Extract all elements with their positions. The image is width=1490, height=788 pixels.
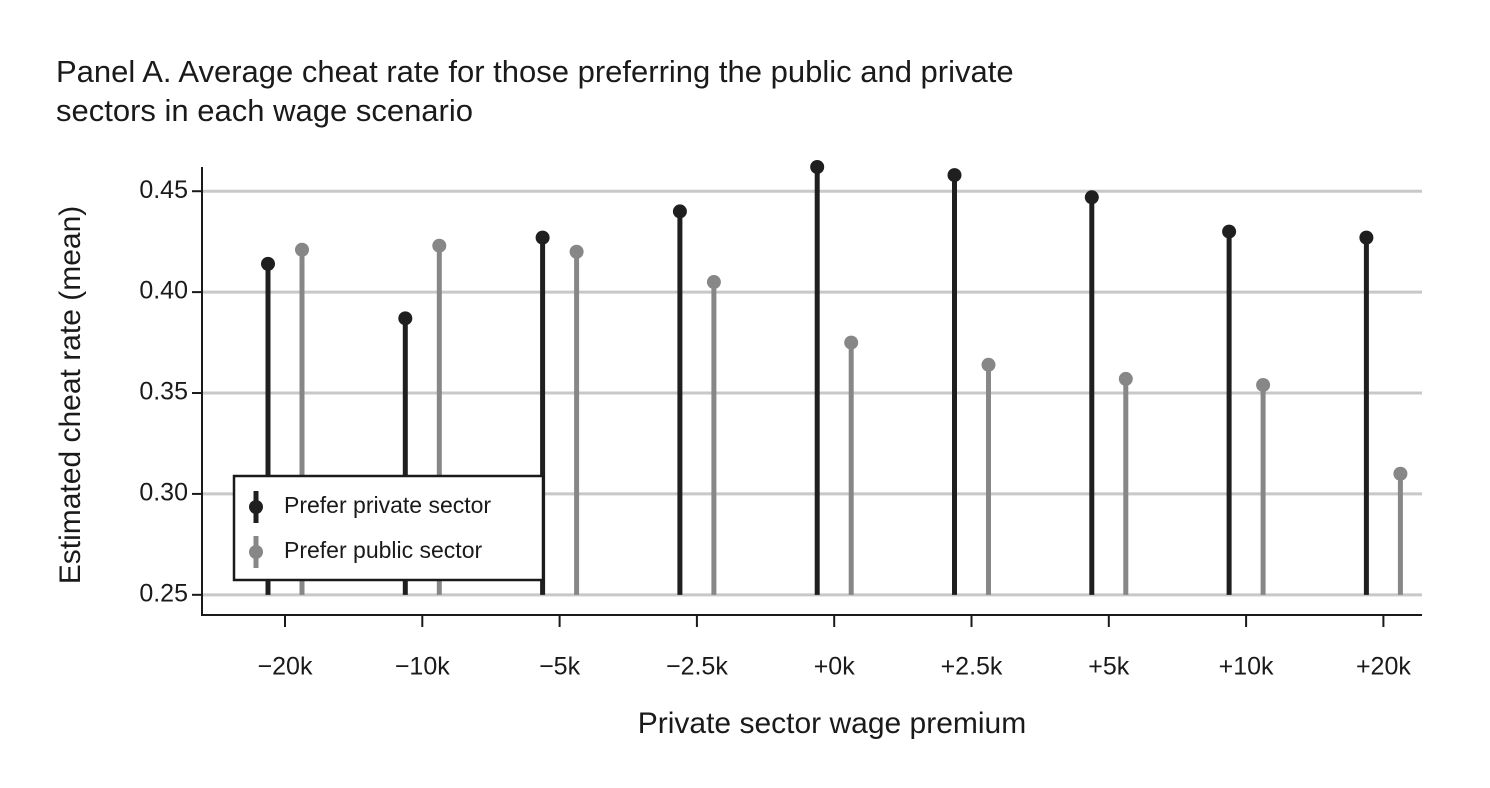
legend-label: Prefer private sector (284, 492, 491, 518)
dot (1118, 371, 1133, 386)
x-tick-label: −20k (258, 653, 313, 681)
dot (569, 244, 584, 259)
x-tick-label: +2.5k (941, 653, 1003, 681)
x-tick-label: −10k (395, 653, 450, 681)
chart-title: Panel A. Average cheat rate for those pr… (56, 54, 1014, 89)
x-tick-label: −5k (539, 653, 581, 681)
dot (1222, 224, 1237, 239)
y-tick-label: 0.45 (139, 176, 188, 204)
dot (1359, 230, 1374, 245)
x-axis-label: Private sector wage premium (638, 707, 1026, 740)
y-tick-label: 0.35 (139, 378, 188, 406)
dot (295, 242, 309, 257)
dot (432, 238, 447, 253)
x-tick-label: +5k (1088, 653, 1130, 681)
y-tick-label: 0.30 (139, 479, 188, 507)
y-tick-label: 0.40 (139, 277, 188, 305)
dot (1393, 466, 1408, 481)
x-tick-label: +20k (1356, 653, 1411, 681)
dot (261, 256, 275, 271)
legend-box (232, 474, 545, 582)
dot (981, 357, 996, 372)
dot (706, 275, 721, 290)
legend-dot (249, 545, 263, 559)
x-tick-label: +0k (814, 653, 856, 681)
dot (947, 168, 962, 183)
legend-dot (249, 500, 263, 514)
dot (398, 311, 413, 326)
y-axis-label: Estimated cheat rate (mean) (54, 206, 87, 585)
x-tick-label: +10k (1219, 653, 1274, 681)
legend-label: Prefer public sector (284, 537, 482, 563)
dot (1084, 190, 1099, 205)
dot (1256, 377, 1271, 392)
dot (672, 204, 687, 219)
chart-title: sectors in each wage scenario (56, 93, 473, 128)
x-tick-label: −2.5k (666, 653, 728, 681)
dot (844, 335, 859, 350)
dot (810, 160, 825, 174)
dot (535, 230, 550, 245)
y-tick-label: 0.25 (139, 579, 188, 607)
